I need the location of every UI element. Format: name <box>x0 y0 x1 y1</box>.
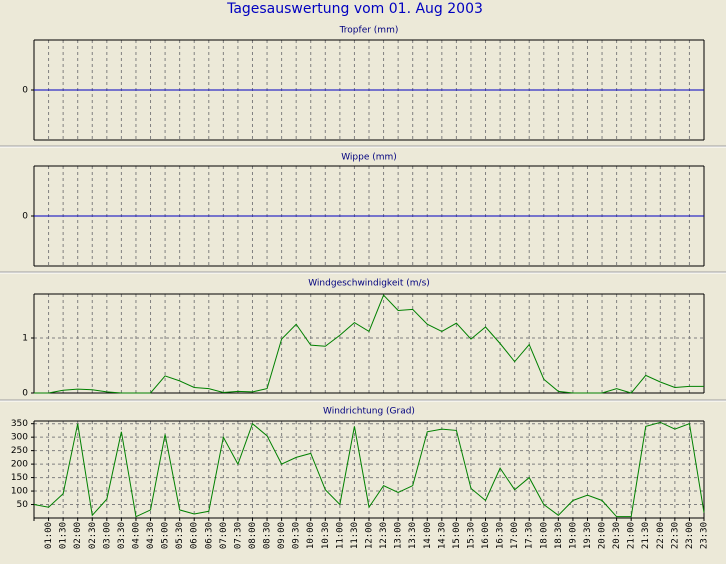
y-tick-label: 300 <box>11 433 28 443</box>
x-tick-label: 07:00 <box>219 522 229 549</box>
y-tick-label: 0 <box>22 212 28 222</box>
x-tick-label: 11:30 <box>350 522 360 549</box>
x-tick-label: 02:30 <box>88 522 98 549</box>
x-tick-label: 15:00 <box>452 522 462 549</box>
data-line <box>34 294 704 394</box>
x-tick-label: 19:00 <box>568 522 578 549</box>
x-tick-label: 23:30 <box>700 522 710 549</box>
x-tick-label: 17:30 <box>525 522 535 549</box>
x-tick-label: 16:30 <box>496 522 506 549</box>
data-line <box>33 421 705 518</box>
x-tick-label: 05:30 <box>175 522 185 549</box>
x-tick-label: 01:30 <box>59 522 69 549</box>
x-tick-label: 07:30 <box>233 522 243 549</box>
x-tick-label: 06:00 <box>190 522 200 549</box>
x-tick-label: 10:00 <box>306 522 316 549</box>
x-tick-label: 13:00 <box>394 522 404 549</box>
x-tick-label: 20:30 <box>612 522 622 549</box>
x-tick-label: 22:00 <box>656 522 666 549</box>
x-tick-label: 02:00 <box>73 522 83 549</box>
y-tick-label: 200 <box>11 460 28 470</box>
y-tick-label: 50 <box>17 500 29 510</box>
y-tick-label: 100 <box>11 487 28 497</box>
y-tick-label: 0 <box>22 389 28 399</box>
panel-title: Windrichtung (Grad) <box>323 407 415 417</box>
y-tick-label: 0 <box>22 86 28 96</box>
y-tick-label: 350 <box>11 419 28 429</box>
x-tick-label: 04:30 <box>146 522 156 549</box>
y-tick-label: 150 <box>11 473 28 483</box>
x-tick-label: 15:30 <box>466 522 476 549</box>
page-title: Tagesauswertung vom 01. Aug 2003 <box>226 1 483 17</box>
x-tick-label: 12:00 <box>365 522 375 549</box>
x-tick-label: 08:30 <box>263 522 273 549</box>
x-tick-label: 20:00 <box>598 522 608 549</box>
x-tick-label: 06:30 <box>204 522 214 549</box>
panel-title: Windgeschwindigkeit (m/s) <box>308 279 430 289</box>
x-tick-label: 19:30 <box>583 522 593 549</box>
x-tick-label: 04:00 <box>131 522 141 549</box>
panel-title: Wippe (mm) <box>341 153 397 163</box>
x-tick-label: 17:00 <box>510 522 520 549</box>
x-tick-label: 14:00 <box>423 522 433 549</box>
x-tick-label: 11:00 <box>335 522 345 549</box>
x-tick-label: 22:30 <box>670 522 680 549</box>
x-tick-label: 03:00 <box>102 522 112 549</box>
x-tick-label: 01:00 <box>44 522 54 549</box>
x-tick-label: 18:00 <box>539 522 549 549</box>
x-tick-label: 10:30 <box>321 522 331 549</box>
x-tick-label: 09:30 <box>292 522 302 549</box>
panel-title: Tropfer (mm) <box>339 26 399 36</box>
x-tick-label: 03:30 <box>117 522 127 549</box>
x-tick-label: 12:30 <box>379 522 389 549</box>
x-tick-label: 13:30 <box>408 522 418 549</box>
x-tick-label: 14:30 <box>437 522 447 549</box>
y-tick-label: 250 <box>11 446 28 456</box>
x-tick-label: 08:00 <box>248 522 258 549</box>
x-tick-label: 09:00 <box>277 522 287 549</box>
x-tick-label: 21:00 <box>627 522 637 549</box>
x-tick-label: 16:00 <box>481 522 491 549</box>
x-tick-label: 05:00 <box>161 522 171 549</box>
x-tick-label: 21:30 <box>641 522 651 549</box>
x-tick-label: 18:30 <box>554 522 564 549</box>
x-tick-label: 23:00 <box>685 522 695 549</box>
y-tick-label: 1 <box>22 334 28 344</box>
